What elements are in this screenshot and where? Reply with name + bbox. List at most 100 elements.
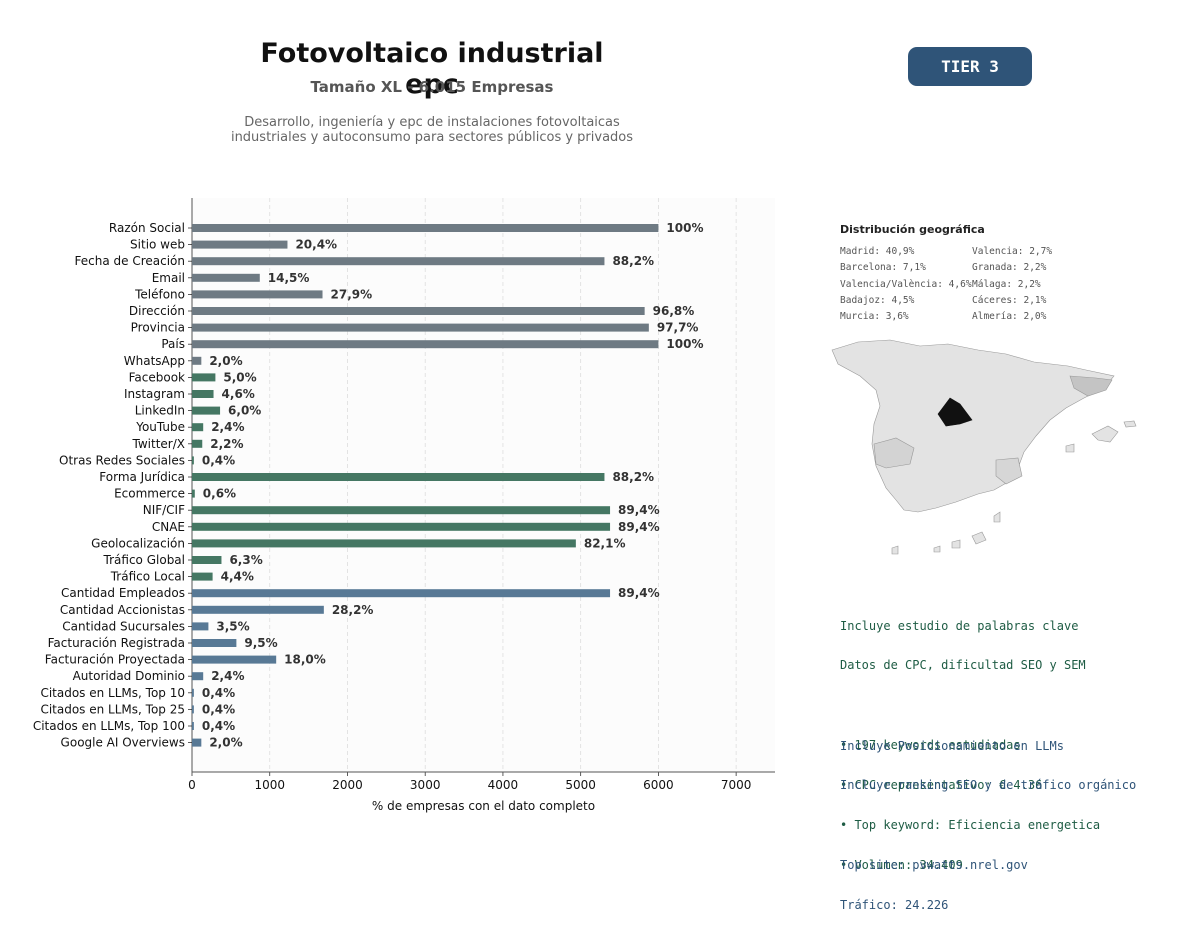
page-title: Fotovoltaico industrial epc (260, 38, 604, 100)
y-tick-label: Cantidad Sucursales (62, 619, 185, 633)
description-line-2: industriales y autoconsumo para sectores… (230, 130, 634, 145)
x-axis-title: % de empresas con el dato completo (372, 799, 595, 813)
x-tick-label: 6000 (643, 778, 674, 792)
data-label: 0,4% (202, 702, 235, 716)
bar (192, 340, 659, 349)
llm-line-1: Incluye Posicionamiento en LLMs (840, 738, 1064, 753)
geo-list-col2: Valencia: 2,7% Granada: 2,2% Málaga: 2,2… (972, 246, 1052, 327)
keywords-line-2: Datos de CPC, dificultad SEO y SEM (840, 658, 1086, 673)
bar (192, 572, 213, 581)
geo-list-item: Murcia: 3,6% (840, 311, 909, 323)
x-tick-label: 0 (188, 778, 196, 792)
y-tick-label: Instagram (124, 387, 185, 401)
llm-line-2: Incluye ranking SEO y de tráfico orgánic… (840, 778, 1137, 793)
bar (192, 356, 202, 365)
bar (192, 688, 194, 697)
geo-list-item: Badajoz: 4,5% (840, 294, 915, 306)
geo-list-item: Granada: 2,2% (972, 262, 1047, 274)
bar (192, 456, 194, 465)
map-island-mallorca (1091, 425, 1119, 443)
data-label: 2,0% (209, 736, 242, 750)
x-tick-label: 2000 (332, 778, 363, 792)
y-tick-label: Cantidad Empleados (61, 586, 185, 600)
bar (192, 506, 611, 515)
geo-list-col1: Madrid: 40,9% Barcelona: 7,1% Valencia/V… (840, 246, 972, 327)
keyword-bullet: • 197 keywords estudiadas (840, 738, 1021, 753)
data-label: 100% (666, 337, 703, 351)
y-tick-label: CNAE (152, 520, 185, 534)
y-tick-label: Ecommerce (114, 487, 185, 501)
y-tick-label: Email (152, 271, 185, 285)
llm-top-site: Top site: pvwatts.nrel.gov (840, 858, 1028, 873)
bar (192, 605, 324, 614)
y-tick-label: Citados en LLMs, Top 10 (40, 686, 185, 700)
y-tick-label: Geolocalización (91, 536, 185, 550)
data-label: 14,5% (268, 271, 310, 285)
bar (192, 539, 576, 548)
bar (192, 257, 605, 266)
y-tick-label: Forma Jurídica (99, 470, 185, 484)
bar (192, 522, 611, 531)
data-label: 18,0% (284, 653, 326, 667)
bar (192, 439, 203, 448)
bar (192, 722, 194, 730)
map-region-catalonia (1069, 375, 1113, 397)
map-island-ibiza (1065, 443, 1075, 453)
bar (192, 406, 221, 415)
data-label: 0,4% (202, 719, 235, 733)
y-tick-label: Facturación Proyectada (45, 653, 185, 667)
keyword-bullet: • Volumen: 34.409 (840, 857, 963, 872)
data-label: 27,9% (331, 287, 373, 301)
map-island-canarias-2 (951, 539, 961, 549)
x-tick-label: 1000 (254, 778, 285, 792)
geo-distribution-title: Distribución geográfica (840, 223, 985, 236)
y-tick-label: Otras Redes Sociales (59, 453, 185, 467)
data-label: 9,5% (244, 636, 277, 650)
y-tick-label: Facebook (129, 370, 185, 384)
bar (192, 373, 216, 382)
data-label: 100% (666, 221, 703, 235)
llm-info: Incluye Posicionamiento en LLMs Incluye … (840, 713, 1136, 926)
y-tick-label: NIF/CIF (143, 503, 185, 517)
data-label: 4,6% (222, 387, 255, 401)
data-label: 97,7% (657, 321, 699, 335)
y-tick-label: Dirección (129, 304, 185, 318)
data-label: 2,4% (211, 420, 244, 434)
y-tick-label: YouTube (135, 420, 185, 434)
data-label: 0,4% (202, 453, 235, 467)
bar (192, 273, 260, 282)
bar (192, 307, 645, 315)
map-island-canarias-4 (993, 511, 1001, 523)
y-tick-label: Twitter/X (132, 437, 185, 451)
bar (192, 655, 277, 664)
data-label: 5,0% (223, 370, 256, 384)
map-island-canarias-1 (971, 531, 987, 545)
spain-province-map (831, 339, 1137, 555)
map-region-west (873, 437, 915, 469)
y-tick-label: LinkedIn (135, 404, 185, 418)
data-label: 82,1% (584, 536, 626, 550)
bar (192, 224, 659, 232)
y-tick-label: Autoridad Dominio (73, 669, 185, 683)
y-tick-label: Tráfico Local (110, 570, 185, 584)
data-label: 28,2% (332, 603, 374, 617)
y-tick-label: WhatsApp (124, 354, 185, 368)
data-label: 88,2% (612, 254, 654, 268)
y-tick-label: Tráfico Global (103, 553, 185, 567)
map-region-madrid (937, 397, 973, 427)
bar (192, 672, 204, 681)
page-description: Desarrollo, ingeniería y epc de instalac… (200, 115, 664, 145)
bar (192, 240, 288, 249)
y-tick-label: País (161, 337, 185, 351)
keyword-bullet: • Top keyword: Eficiencia energetica (840, 818, 1101, 833)
bar (192, 556, 222, 564)
data-label: 2,4% (211, 669, 244, 683)
data-label: 88,2% (612, 470, 654, 484)
map-island-menorca (1123, 420, 1137, 428)
y-tick-label: Provincia (131, 321, 185, 335)
data-label: 3,5% (216, 619, 249, 633)
bar (192, 589, 611, 598)
x-tick-label: 4000 (488, 778, 519, 792)
bar (192, 290, 323, 299)
geo-list-item: Almería: 2,0% (972, 311, 1047, 323)
